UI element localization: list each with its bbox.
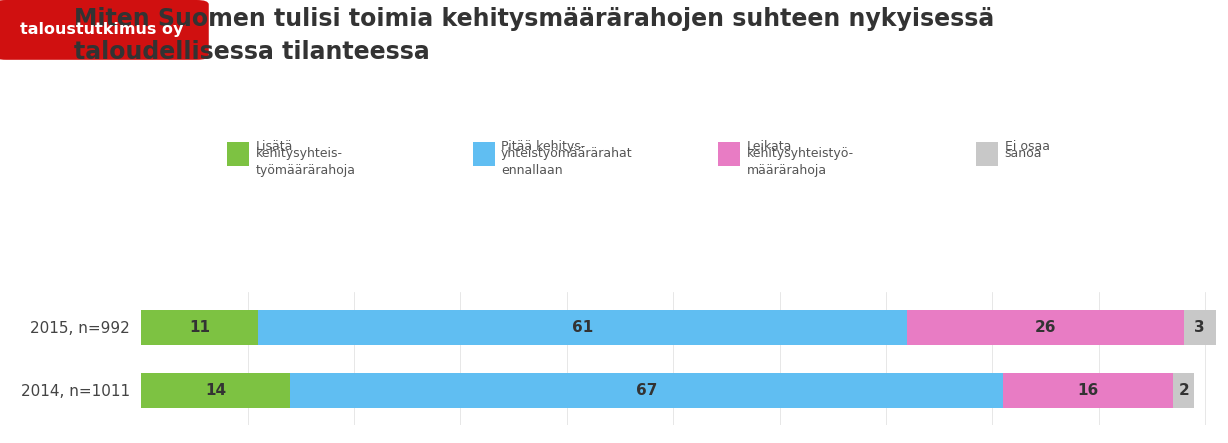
Text: 26: 26 [1035, 320, 1056, 335]
Text: sanoa: sanoa [1005, 147, 1043, 159]
Bar [141, 310, 258, 345]
Text: 16: 16 [1077, 383, 1099, 398]
Text: Miten Suomen tulisi toimia kehitysmäärärahojen suhteen nykyisessä
taloudellisess: Miten Suomen tulisi toimia kehitysmäärär… [74, 7, 993, 64]
Bar [1173, 373, 1195, 408]
Text: taloustutkimus oy: taloustutkimus oy [20, 23, 183, 37]
Text: 11: 11 [189, 320, 210, 335]
Bar [290, 373, 1003, 408]
Bar [1003, 373, 1173, 408]
Text: kehitysyhteis-
työmäärärahoja: kehitysyhteis- työmäärärahoja [255, 147, 355, 177]
Text: Lisätä: Lisätä [255, 140, 292, 152]
Bar [1184, 310, 1216, 345]
Text: 61: 61 [572, 320, 593, 335]
Bar [258, 310, 907, 345]
Text: yhteistyömäärärahat
ennallaan: yhteistyömäärärahat ennallaan [501, 147, 632, 177]
Text: 14: 14 [205, 383, 226, 398]
Bar [907, 310, 1184, 345]
Text: 2: 2 [1179, 383, 1189, 398]
Text: kehitysyhteistyö-
määrärahoja: kehitysyhteistyö- määrärahoja [747, 147, 853, 177]
Text: Pitää kehitys-: Pitää kehitys- [501, 140, 586, 152]
Bar [141, 373, 290, 408]
Text: Leikata: Leikata [747, 140, 792, 152]
Text: 3: 3 [1195, 320, 1205, 335]
Text: 67: 67 [636, 383, 657, 398]
Text: Ei osaa: Ei osaa [1005, 140, 1050, 152]
